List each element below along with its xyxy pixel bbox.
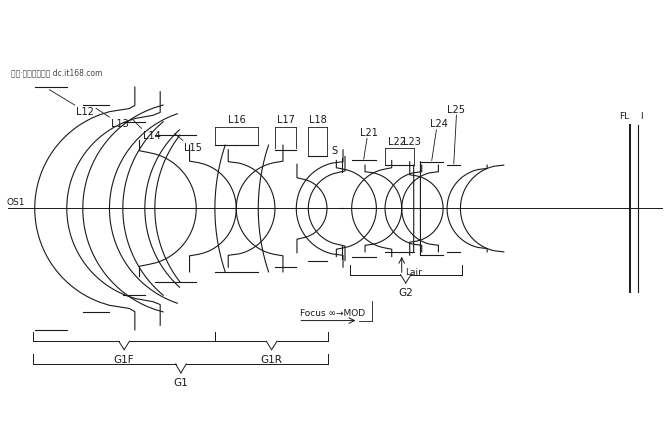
Text: G2: G2 (399, 287, 413, 297)
Text: Focus ∞→MOD: Focus ∞→MOD (300, 308, 365, 317)
Text: OS1: OS1 (7, 198, 25, 206)
Text: G1: G1 (174, 377, 188, 387)
Text: S: S (332, 146, 338, 156)
Text: L14: L14 (143, 131, 161, 141)
Text: L17: L17 (277, 114, 295, 124)
Text: FL: FL (620, 112, 630, 121)
Text: G1R: G1R (261, 354, 283, 364)
Text: G1F: G1F (114, 354, 135, 364)
Text: I: I (641, 112, 643, 121)
Text: L23: L23 (403, 137, 421, 146)
Text: L21: L21 (360, 128, 379, 138)
Text: L16: L16 (228, 114, 245, 124)
Text: L24: L24 (429, 119, 448, 129)
Text: L18: L18 (309, 114, 326, 124)
Text: L13: L13 (111, 119, 129, 129)
Text: Lair: Lair (405, 268, 422, 277)
Text: L25: L25 (447, 105, 465, 114)
Text: L22: L22 (389, 137, 407, 146)
Text: 你的·数码相机频道 dc.it168.com: 你的·数码相机频道 dc.it168.com (11, 68, 103, 77)
Text: L15: L15 (184, 142, 202, 152)
Text: L12: L12 (76, 107, 94, 117)
